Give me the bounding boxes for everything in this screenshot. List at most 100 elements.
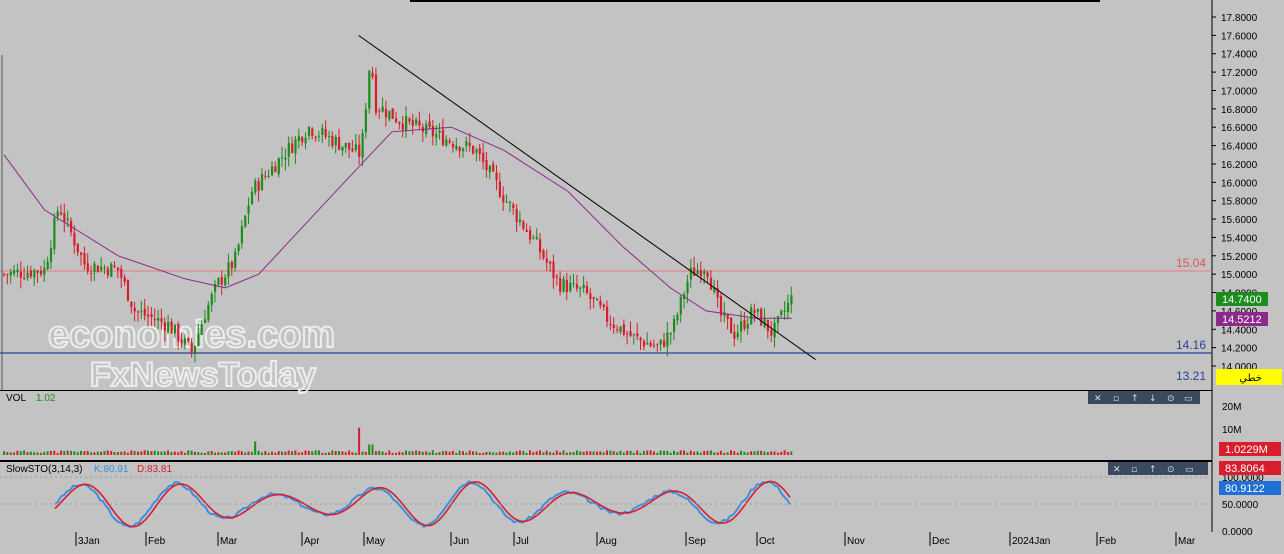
close-icon[interactable]: ✕ [1094,394,1102,404]
candle-body [170,321,173,334]
candle-body [696,270,699,275]
volume-bar [736,452,739,455]
candle-body [190,342,193,352]
volume-bar [451,450,454,455]
candle-body [187,338,190,342]
candle-body [328,136,331,137]
volume-bar [448,451,451,455]
volume-bar [234,451,237,455]
volume-bar [19,451,22,455]
candle-body [606,306,609,322]
volume-bar [254,441,257,455]
time-tick-label: 3Jan [78,536,100,547]
volume-bar [274,452,277,455]
volume-panel-controls[interactable]: ✕ ▫ ↑ ↓ ⊙ ▭ [1088,391,1200,404]
candle-body [612,324,615,328]
volume-bar [622,452,625,455]
candle-body [435,134,438,138]
volume-bar [663,450,665,455]
volume-bar [462,451,464,455]
volume-bar [133,451,136,455]
candle-body [431,126,434,137]
volume-bar [123,451,126,455]
candle-body [167,322,170,333]
volume-bar [395,452,397,455]
candle-body [518,219,522,222]
volume-bar [53,450,56,455]
candle-body [545,258,548,263]
move-up-icon[interactable]: ↑ [1131,394,1139,404]
price-tick-label: 17.8000 [1221,13,1258,24]
support-label: 14.16 [1176,338,1206,352]
volume-bar [569,452,572,455]
candle-body [321,127,324,135]
stoch-panel[interactable] [0,462,1212,532]
more-icon[interactable]: ▭ [1185,465,1194,475]
candle-body [445,139,448,146]
volume-bar [257,450,260,455]
volume-bar [498,451,501,455]
settings-icon[interactable]: ⊙ [1167,394,1175,404]
candle-body [217,278,220,285]
candle-body [649,342,652,346]
candle-body [200,324,203,335]
window-icon[interactable]: ▫ [1113,394,1119,404]
volume-bar [193,451,196,455]
volume-bar [518,450,521,455]
move-down-icon[interactable]: ↓ [1149,394,1157,404]
candle-body [478,148,481,154]
volume-bar [167,450,170,455]
volume-panel[interactable] [0,391,1212,460]
candle-body [753,309,756,314]
settings-icon[interactable]: ⊙ [1167,465,1175,475]
volume-bar [679,450,682,455]
volume-bar [6,452,9,455]
time-tick-label: Mar [1178,536,1196,547]
trendline[interactable] [358,34,816,360]
stoch-panel-controls[interactable]: ✕ ▫ ↑ ⊙ ▭ [1108,462,1208,475]
candle-body [341,146,344,151]
volume-bar [354,452,357,455]
candle-body [230,261,233,269]
candle-body [549,261,552,264]
volume-bar [428,452,431,455]
resistance-label: 15.04 [1176,256,1206,270]
candle-body [29,270,32,277]
more-icon[interactable]: ▭ [1184,394,1193,404]
candle-body [408,118,411,122]
volume-bar [542,452,545,455]
candle-body [210,294,213,305]
volume-bar [649,450,652,455]
line-tool-tag[interactable]: خطي [1216,369,1282,385]
volume-bar [304,450,307,455]
close-icon[interactable]: ✕ [1113,465,1121,475]
candle-body [709,277,713,290]
candle-body [411,120,414,126]
volume-bar [763,451,766,455]
candle-body [776,316,780,323]
candle-body [565,280,568,293]
volume-bar [699,452,702,455]
volume-bar [224,452,227,455]
time-tick-label: Mar [220,536,238,547]
price-tick-label: 16.8000 [1221,105,1258,116]
candle-body [699,270,702,277]
volume-bar [43,451,46,455]
candle-body [401,123,404,130]
candle-body [616,329,619,331]
price-tick-label: 14.0000 [1221,362,1258,373]
volume-bar [478,452,481,455]
move-up-icon[interactable]: ↑ [1149,465,1157,475]
volume-tick-label: 20M [1222,402,1241,413]
window-icon[interactable]: ▫ [1131,465,1137,475]
volume-bar [307,450,310,455]
volume-bar [472,451,474,455]
time-tick-label: Oct [759,536,775,547]
volume-bar [291,451,294,455]
candle-body [307,126,311,136]
volume-bar [86,451,89,455]
volume-bar [726,452,729,455]
volume-bar [284,451,287,455]
candle-body [163,322,166,331]
